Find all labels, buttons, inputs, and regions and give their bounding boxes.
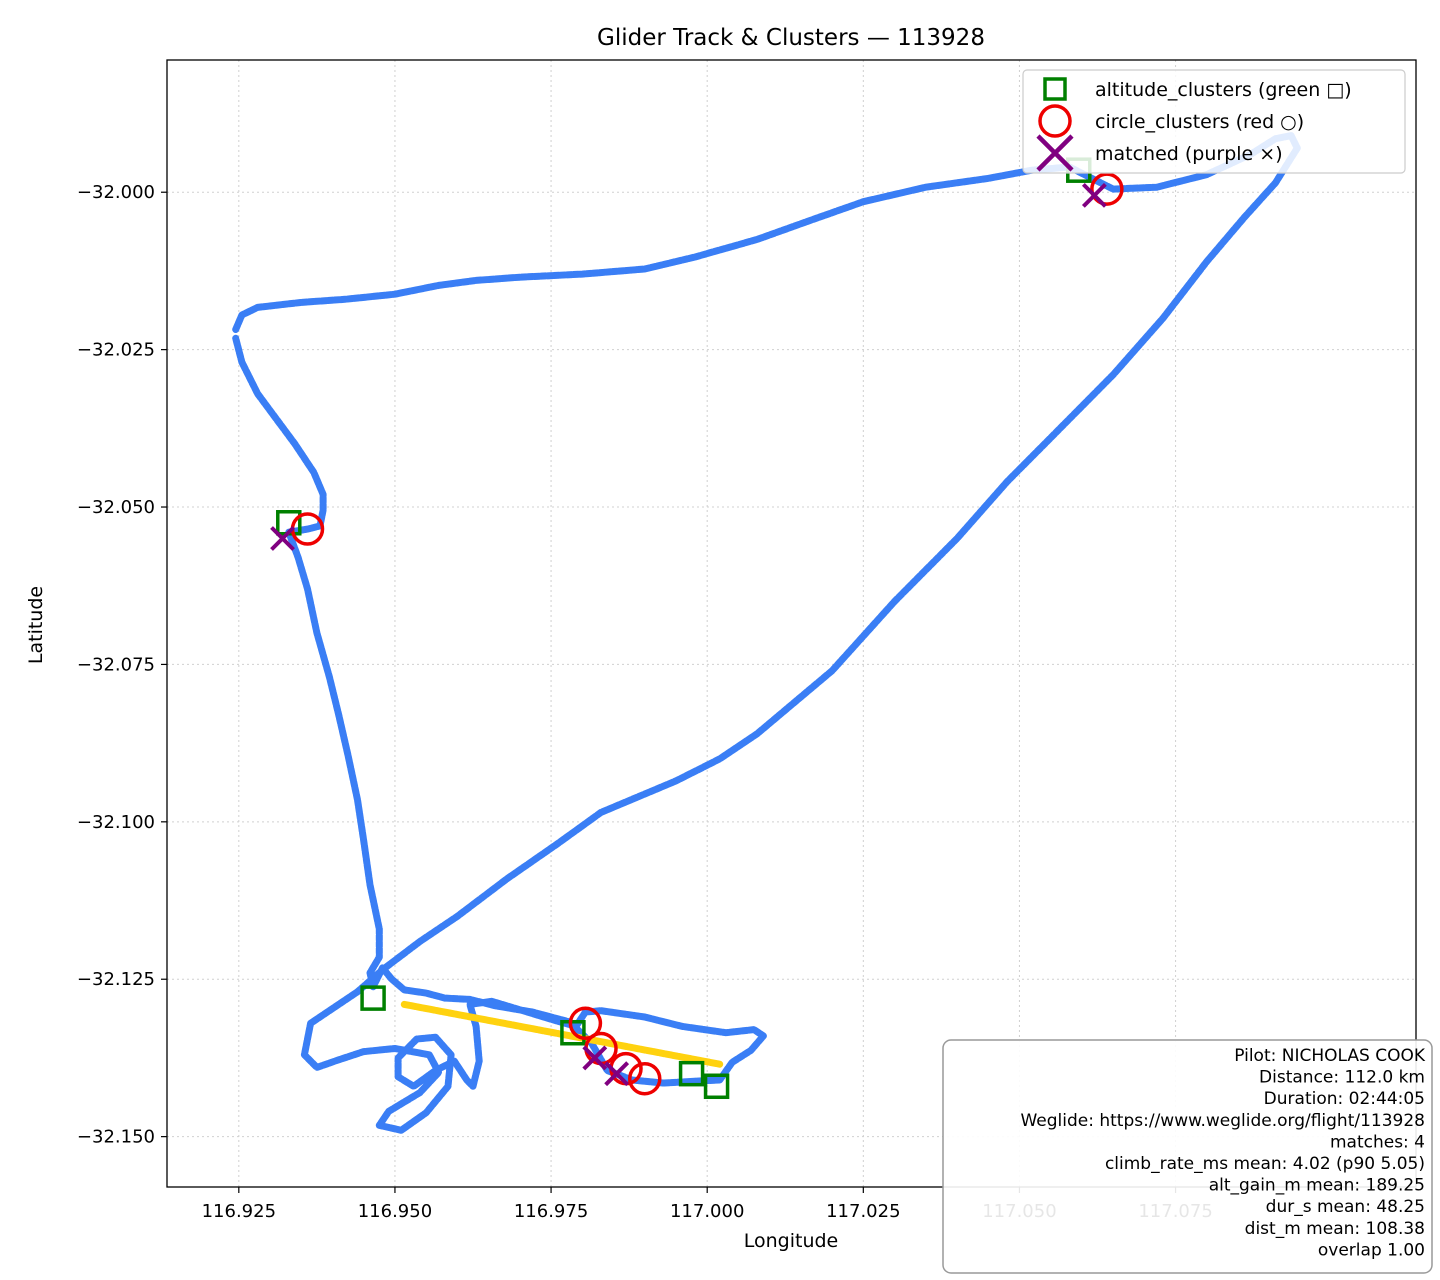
- legend-label: circle_clusters (red ○): [1095, 111, 1304, 133]
- circle-cluster-marker: [1090, 172, 1124, 206]
- y-tick-label: −32.125: [77, 969, 155, 990]
- y-axis: −32.000 −32.025 −32.050 −32.075 −32.100 −32.1…: [77, 182, 167, 1148]
- altitude-cluster-marker: [678, 1060, 705, 1087]
- x-tick-label: 116.975: [514, 1201, 588, 1222]
- legend-box: [1022, 69, 1406, 174]
- matched-marker: [604, 1061, 630, 1087]
- x-tick-label: 117.025: [826, 1201, 900, 1222]
- legend-cross-icon: [1036, 134, 1074, 172]
- info-line: dist_m mean: 108.38: [1245, 1219, 1425, 1239]
- y-tick-label: −32.100: [77, 812, 155, 833]
- circle-cluster-marker: [627, 1061, 662, 1096]
- info-line: Duration: 02:44:05: [1264, 1089, 1425, 1109]
- y-tick-label: −32.075: [77, 654, 155, 675]
- x-tick-label: 117.000: [670, 1201, 744, 1222]
- plot-frame: [166, 59, 1417, 1188]
- matched-marker: [1081, 182, 1107, 208]
- legend: altitude_clusters (green □) circle_cluste…: [1022, 69, 1406, 174]
- legend-circle-icon: [1038, 104, 1072, 138]
- legend-label: altitude_clusters (green □): [1095, 79, 1352, 101]
- info-line: climb_rate_ms mean: 4.02 (p90 5.05): [1105, 1154, 1425, 1174]
- info-line: Distance: 112.0 km: [1259, 1068, 1425, 1088]
- altitude-cluster-marker: [560, 1019, 586, 1046]
- info-line: alt_gain_m mean: 189.25: [1209, 1176, 1425, 1196]
- y-tick-label: −32.150: [77, 1127, 155, 1148]
- track-series-line: [232, 132, 1301, 1134]
- x-tick-label: 116.950: [358, 1201, 432, 1222]
- info-box-frame: [942, 1039, 1433, 1274]
- info-line: Weglide: https://www.weglide.org/flight/…: [1020, 1111, 1425, 1131]
- altitude-cluster-marker: [360, 985, 386, 1011]
- circle-cluster-marker: [568, 1006, 603, 1041]
- matched-marker: [582, 1045, 608, 1071]
- y-axis-label: Latitude: [25, 586, 47, 664]
- altitude-cluster-marker: [703, 1073, 730, 1100]
- y-tick-label: −32.025: [77, 340, 155, 361]
- x-tick-label: 116.925: [202, 1201, 276, 1222]
- info-line: Pilot: NICHOLAS COOK: [1234, 1046, 1426, 1066]
- legend-square-icon: [1043, 77, 1067, 101]
- plot-area: [167, 60, 1416, 1187]
- info-line: matches: 4: [1330, 1132, 1425, 1152]
- matched-marker: [270, 526, 295, 551]
- info-line: dur_s mean: 48.25: [1266, 1197, 1425, 1217]
- x-axis-label: Longitude: [744, 1230, 839, 1252]
- y-tick-label: −32.000: [77, 182, 155, 203]
- chart-title: Glider Track & Clusters — 113928: [597, 25, 985, 51]
- info-line: overlap 1.00: [1318, 1240, 1425, 1260]
- legend-label: matched (purple ×): [1095, 143, 1283, 165]
- y-tick-label: −32.050: [77, 497, 155, 518]
